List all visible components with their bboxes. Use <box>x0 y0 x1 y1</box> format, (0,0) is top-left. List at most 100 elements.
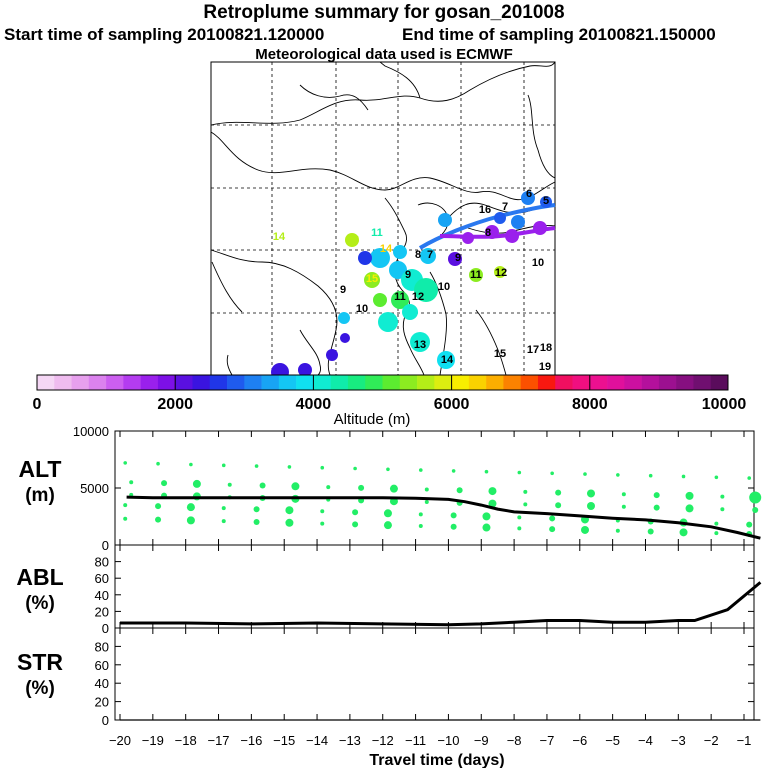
alt-scatter-point <box>482 512 491 521</box>
chart-title: Retroplume summary for gosan_201008 <box>203 2 565 23</box>
colorbar-swatch <box>261 375 280 390</box>
alt-scatter-point <box>451 469 456 473</box>
alt-scatter-point <box>581 525 589 534</box>
map-day-label: 10 <box>356 303 368 315</box>
map-day-label: 14 <box>441 354 454 366</box>
colorbar-swatch <box>313 375 331 390</box>
colorbar-swatch <box>486 375 504 390</box>
plume-dot <box>373 293 387 307</box>
alt-scatter-point <box>685 504 694 513</box>
alt-scatter-point <box>254 464 259 468</box>
x-tick-label: −3 <box>671 733 686 748</box>
colorbar-swatch <box>37 375 55 390</box>
colorbar-swatch <box>607 375 625 390</box>
x-tick-label: −17 <box>207 733 229 748</box>
alt-scatter-point <box>123 461 128 465</box>
colorbar-tick-label: 6000 <box>434 396 470 413</box>
y-tick-label: 60 <box>95 571 109 586</box>
alt-scatter-point <box>389 484 398 493</box>
map-day-label: 11 <box>394 291 406 303</box>
x-tick-label: −5 <box>605 733 620 748</box>
alt-scatter-point <box>253 518 260 525</box>
alt-scatter-point <box>587 489 595 498</box>
colorbar-swatch <box>347 375 366 390</box>
alt-scatter-point <box>752 507 759 514</box>
colorbar-swatch <box>123 375 141 390</box>
map-day-label: 9 <box>340 284 346 296</box>
colorbar-swatch <box>693 375 712 390</box>
alt-scatter-point <box>749 491 762 504</box>
alt-scatter-point <box>450 523 457 530</box>
map-day-label: 14 <box>380 243 393 255</box>
met-data-label: Meteorological data used is ECMWF <box>255 46 513 63</box>
colorbar-swatch <box>71 375 90 390</box>
alt-scatter-point <box>484 469 489 474</box>
alt-scatter-point <box>746 521 753 528</box>
alt-scatter-point <box>653 492 660 499</box>
colorbar-swatch <box>227 375 245 390</box>
alt-scatter-point <box>383 509 392 518</box>
alt-scatter-point <box>679 528 688 537</box>
plume-dot <box>494 212 506 224</box>
plume-dot <box>364 272 380 288</box>
alt-scatter-point <box>259 482 266 489</box>
colorbar-swatch <box>624 375 642 390</box>
alt-scatter-point <box>517 526 522 531</box>
plume-dot <box>540 196 552 208</box>
map-day-label: 7 <box>427 249 433 261</box>
colorbar-swatch <box>434 375 452 390</box>
abl-label: ABL <box>16 564 63 590</box>
y-tick-label: 5000 <box>80 481 109 496</box>
alt-scatter-point <box>287 465 292 469</box>
alt-scatter-point <box>326 485 331 490</box>
colorbar-swatch <box>537 375 556 390</box>
panel-frame <box>114 430 755 546</box>
alt-scatter-point <box>358 484 365 491</box>
alt-scatter-point <box>747 476 752 480</box>
x-tick-label: −6 <box>572 733 587 748</box>
colorbar-ticks: 0 2000 4000 6000 8000 10000 <box>33 375 747 413</box>
x-tick-label: −8 <box>507 733 522 748</box>
plume-dot <box>448 252 462 266</box>
map-day-label: 8 <box>415 249 421 261</box>
alt-scatter-point <box>221 506 226 511</box>
abl-unit: (%) <box>25 593 55 614</box>
plume-dot <box>338 312 350 324</box>
x-tick-label: −9 <box>474 733 489 748</box>
alt-scatter-point <box>123 516 128 521</box>
alt-scatter-point <box>456 487 463 494</box>
alt-scatter-point <box>320 509 325 514</box>
colorbar-swatch <box>658 375 677 390</box>
colorbar-tick-label: 10000 <box>702 396 747 413</box>
map-day-label: 13 <box>414 339 426 351</box>
alt-scatter-point <box>549 515 556 522</box>
str-unit: (%) <box>25 678 55 699</box>
plume-dot <box>370 248 390 268</box>
y-tick-label: 20 <box>95 695 109 710</box>
map-day-label: 9 <box>405 269 411 281</box>
x-tick-label: −19 <box>142 733 164 748</box>
alt-scatter-point <box>418 512 423 517</box>
alt-scatter-point <box>129 480 134 485</box>
alt-scatter-point <box>156 461 160 466</box>
alt-scatter-point <box>555 489 562 496</box>
map-day-label: 10 <box>532 257 544 269</box>
colorbar-swatch <box>54 375 72 390</box>
alt-scatter-point <box>424 487 429 492</box>
alt-scatter-point <box>320 521 325 526</box>
colorbar-swatch <box>106 375 124 390</box>
alt-scatter-point <box>186 503 195 512</box>
alt-scatter-point <box>352 509 359 516</box>
alt-scatter-point <box>285 506 294 515</box>
plume-dot <box>298 363 312 377</box>
alt-scatter-point <box>221 463 226 468</box>
alt-scatter-point <box>352 521 359 528</box>
plume-dot <box>410 332 430 352</box>
plume-dot <box>393 245 407 259</box>
x-tick-label: −7 <box>540 733 555 748</box>
alt-scatter-point <box>621 492 626 497</box>
plume-centroids <box>271 191 552 381</box>
alt-scatter-point <box>488 499 497 508</box>
